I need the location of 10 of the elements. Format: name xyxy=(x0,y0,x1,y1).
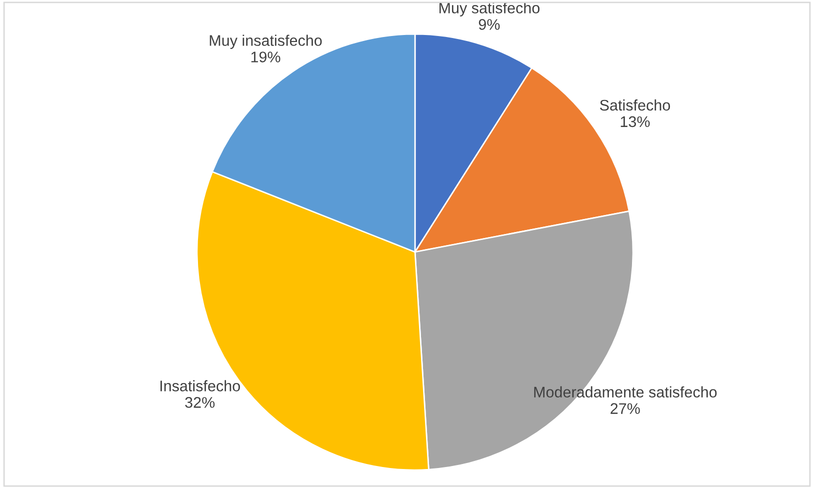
data-label: 9% xyxy=(478,19,500,30)
data-label: 19% xyxy=(251,52,280,62)
slice-label: Moderadamente satisfecho xyxy=(534,386,717,398)
slice-label: Muy satisfecho xyxy=(440,2,540,16)
data-label: 32% xyxy=(185,397,215,408)
data-label: 13% xyxy=(620,116,650,128)
slice-label: Insatisfecho xyxy=(160,380,240,392)
slice-label: Satisfecho xyxy=(600,99,670,111)
slice-label: Muy insatisfecho xyxy=(210,34,322,49)
data-label: 27% xyxy=(610,403,640,414)
